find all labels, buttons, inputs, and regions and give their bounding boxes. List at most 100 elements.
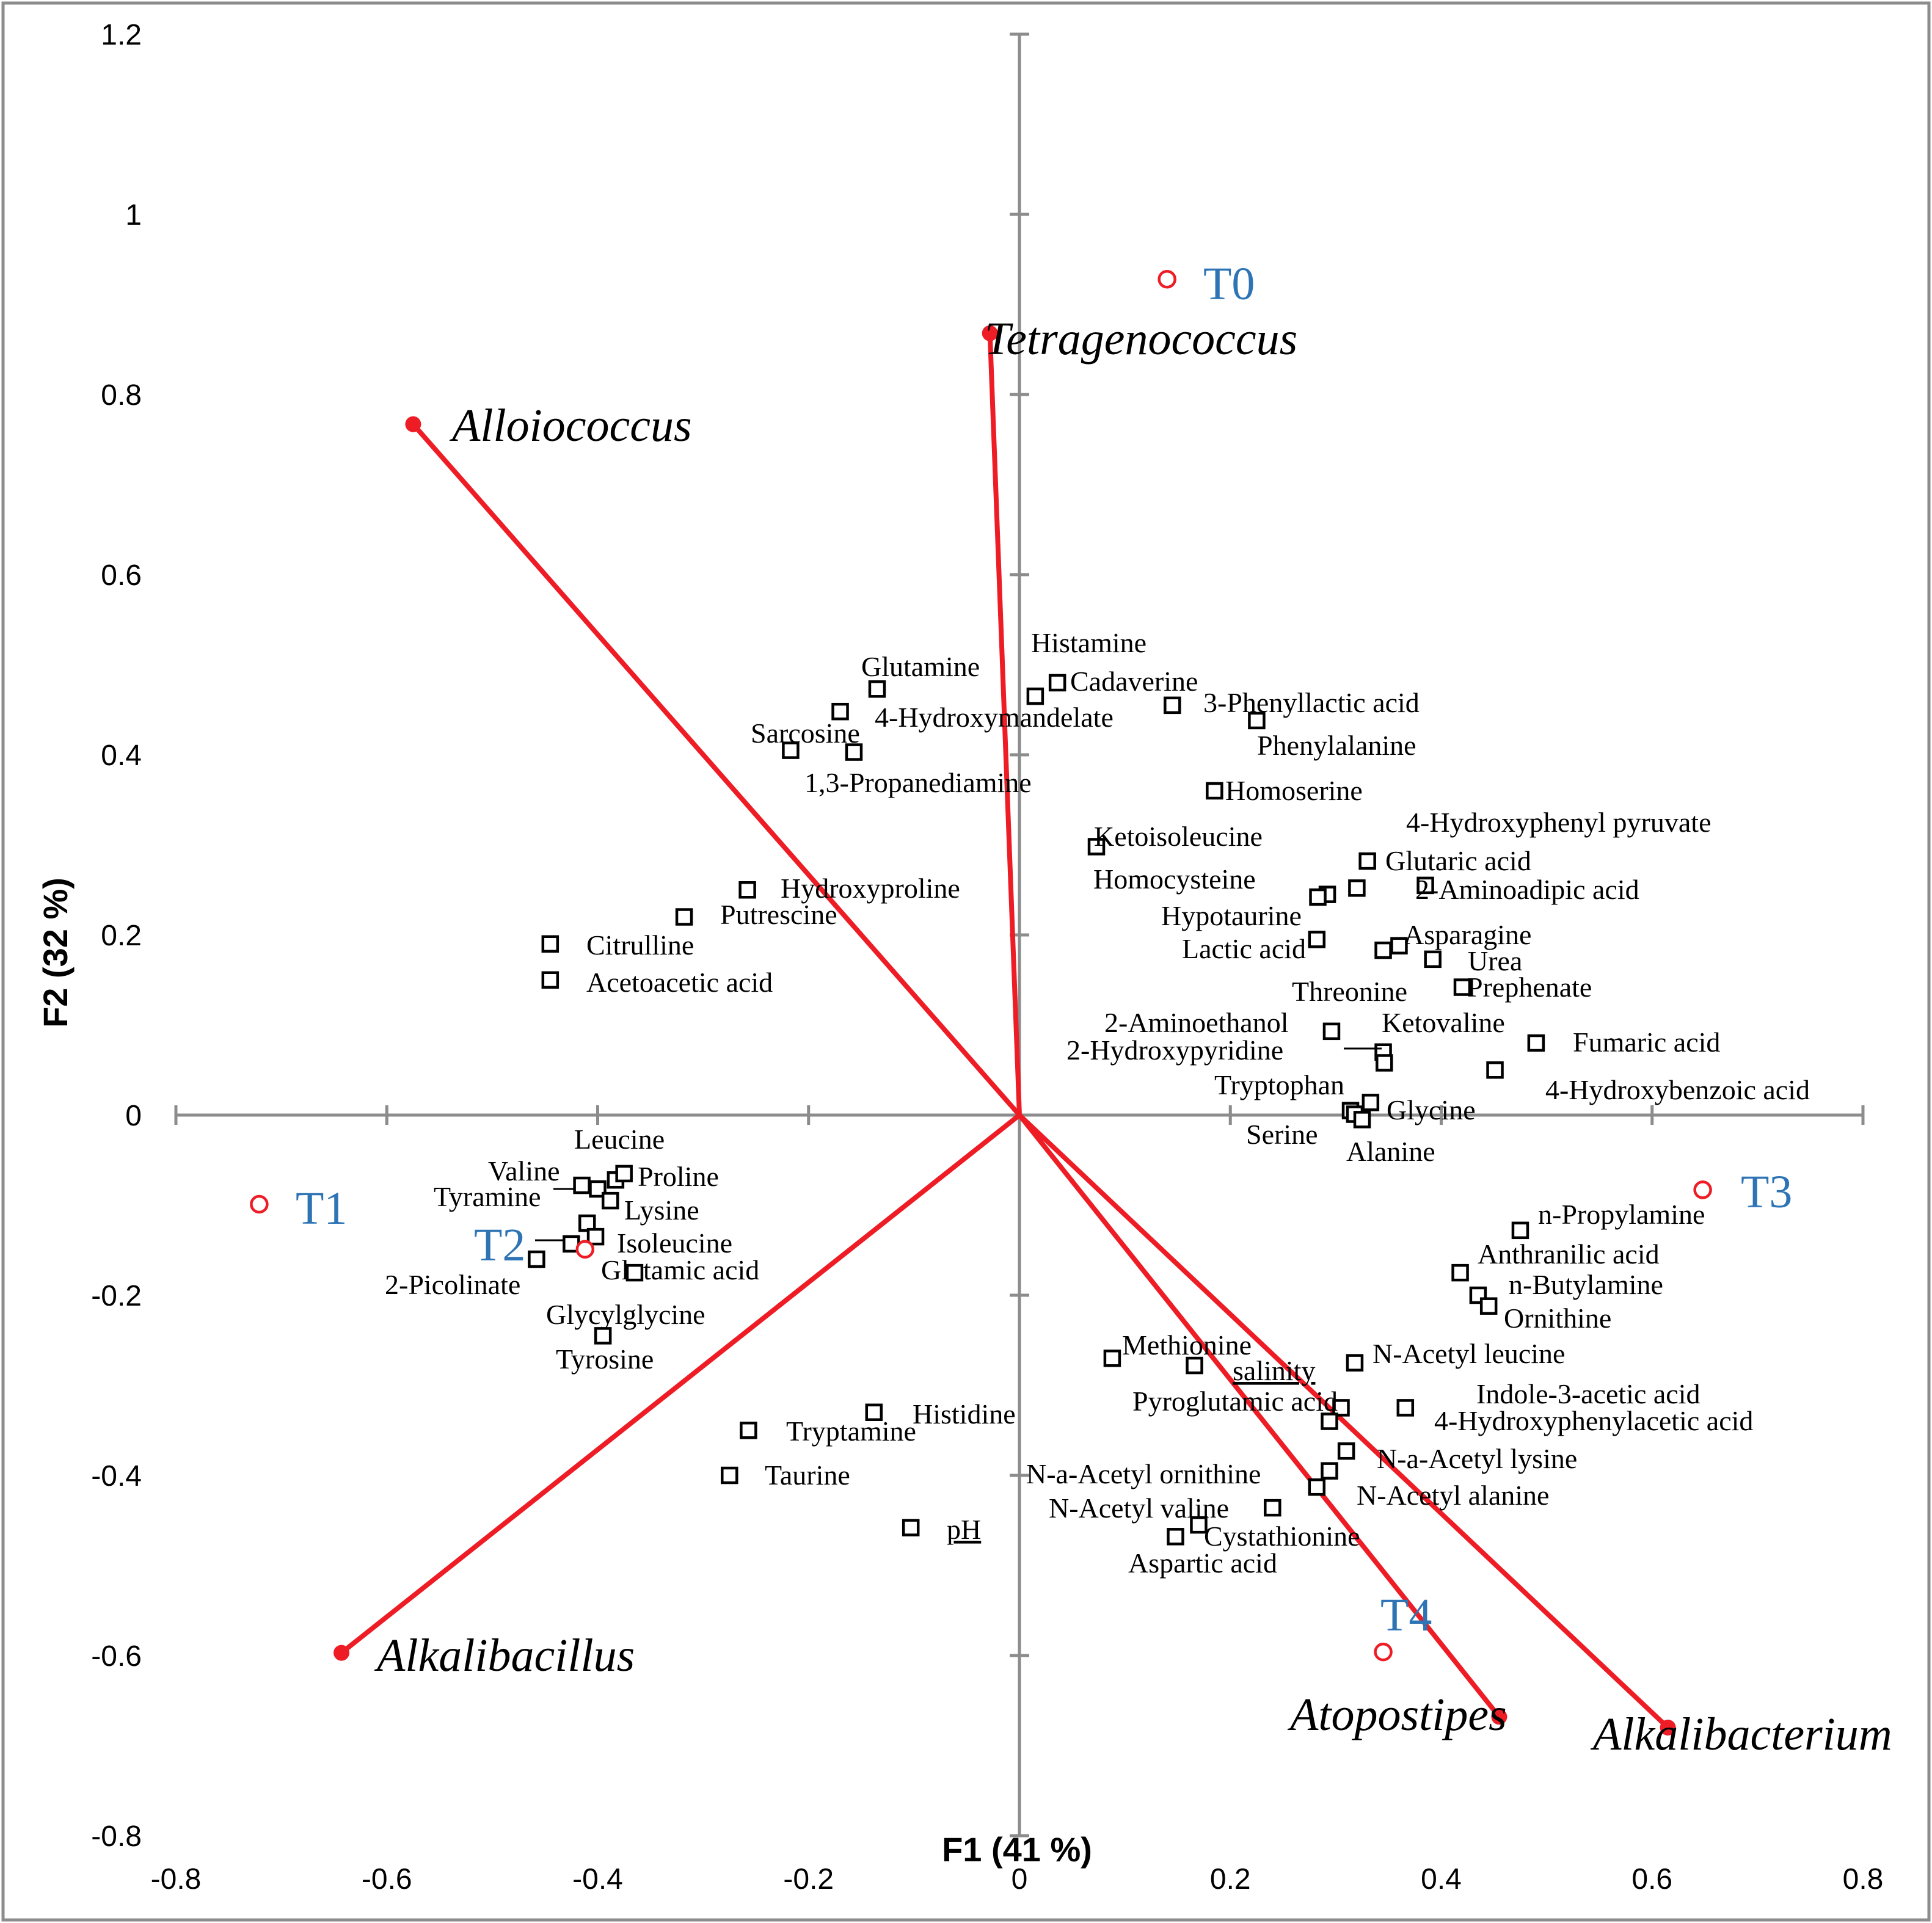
sample-marker-t2	[575, 1240, 595, 1259]
metabolite-label-4-hydroxyphenylacetic-acid: 4-Hydroxyphenylacetic acid	[1434, 1405, 1753, 1436]
sample-label-t0: T0	[1203, 258, 1255, 310]
metabolite-marker-alanine	[1353, 1111, 1371, 1129]
metabolite-marker-n-butylamine	[1469, 1286, 1487, 1304]
metabolite-marker-pyroglutamic-acid	[1332, 1399, 1350, 1417]
metabolite-marker-4-hydroxyphenyl-pyruvate	[1348, 879, 1366, 897]
metabolite-points: Histamine Cadaverine Glutamine 4-Hydroxyman…	[385, 627, 1810, 1579]
metabolite-label-fumaric-acid: Fumaric acid	[1573, 1027, 1720, 1058]
metabolite-label-citrulline: Citrulline	[586, 929, 694, 961]
metabolite-marker-hypotaurine	[1309, 888, 1327, 906]
metabolite-label-anthranilic-acid: Anthranilic acid	[1478, 1238, 1660, 1270]
axes: -0.8 -0.6 -0.4 -0.2 0 0.2 0.4 0.6 0.8 -0.8 -0.6 -0.…	[91, 19, 1883, 1896]
metabolite-marker-n-acetyl-valine	[1264, 1499, 1281, 1517]
metabolite-label-ornithine: Ornithine	[1504, 1303, 1611, 1334]
metabolite-marker-4-hydroxybenzoic-acid	[1486, 1061, 1504, 1079]
bacteria-label-alkalibacillus: Alkalibacillus	[374, 1630, 635, 1681]
x-tick-label: -0.4	[572, 1863, 623, 1896]
metabolite-marker-glutaric-acid	[1358, 852, 1376, 870]
metabolite-marker-ketoisoleucine	[1087, 838, 1106, 856]
metabolite-marker-threonine	[1453, 978, 1471, 996]
metabolite-marker-putrescine	[675, 908, 693, 926]
metabolite-marker-citrulline	[541, 935, 560, 953]
metabolite-label-tryptamine: Tryptamine	[786, 1416, 916, 1447]
metabolite-label-cadaverine: Cadaverine	[1070, 666, 1198, 697]
metabolite-label-ketoisoleucine: Ketoisoleucine	[1094, 821, 1263, 852]
metabolite-label-glutamine: Glutamine	[861, 651, 980, 682]
vector-tip-tetragenococcus	[982, 325, 998, 341]
sample-label-t2: T2	[474, 1220, 525, 1271]
x-tick-label: 0.6	[1631, 1863, 1672, 1896]
metabolite-marker-cadaverine	[1026, 687, 1044, 705]
metabolite-marker-4-hydroxyphenylacetic-acid	[1321, 1412, 1338, 1430]
metabolite-label-tyramine: Tyramine	[434, 1181, 541, 1212]
metabolite-marker-cystathionine	[1190, 1516, 1208, 1534]
metabolite-marker-aspartic-acid	[1167, 1528, 1184, 1546]
metabolite-marker-1-3-propanediamine	[845, 743, 863, 761]
vector-tetragenococcus	[987, 330, 1022, 1118]
metabolite-label-urea: Urea	[1468, 945, 1522, 976]
sample-label-t3: T3	[1741, 1166, 1792, 1218]
metabolite-label-tyrosine: Tyrosine	[556, 1343, 654, 1375]
metabolite-marker-n-acetyl-leucine	[1346, 1354, 1364, 1372]
metabolite-marker-sarcosine	[782, 741, 800, 759]
metabolite-marker-tyrosine	[594, 1327, 612, 1345]
y-tick-label: 1.2	[101, 19, 142, 51]
sample-marker-t1	[250, 1194, 269, 1214]
metabolite-marker-leucine-2	[528, 1250, 545, 1268]
metabolite-marker-n-a-acetyl-ornithine	[1321, 1462, 1338, 1480]
metabolite-label-valine: Valine	[488, 1155, 560, 1187]
sample-marker-t4	[1374, 1642, 1393, 1662]
y-tick-label: -0.8	[91, 1820, 142, 1853]
metabolite-label-putrescine: Putrescine	[720, 899, 837, 930]
vector-tip-alloiococcus	[405, 416, 421, 432]
metabolite-marker-lactic-acid	[1308, 931, 1326, 948]
vector-alloiococcus	[410, 421, 1022, 1118]
vector-atopostipes	[1017, 1113, 1502, 1720]
metabolite-label-indole-3-acetic-acid: Indole-3-acetic acid	[1476, 1378, 1701, 1409]
metabolite-label-4-hydroxymandelate: 4-Hydroxymandelate	[875, 702, 1114, 733]
metabolite-label-leucine: Leucine	[574, 1124, 665, 1155]
metabolite-marker-glutamic-acid	[586, 1227, 605, 1246]
x-tick-label: 0	[1012, 1863, 1028, 1896]
metabolite-label-sarcosine: Sarcosine	[751, 718, 860, 749]
metabolite-marker-n-propylamine	[1511, 1221, 1529, 1240]
metabolite-marker-n-a-acetyl-lysine	[1337, 1442, 1355, 1460]
y-tick-label: -0.6	[91, 1640, 142, 1673]
metabolite-marker-n-acetyl-alanine	[1308, 1478, 1326, 1496]
metabolite-label-tryptophan: Tryptophan	[1214, 1069, 1344, 1100]
metabolite-label-salinity: salinity	[1233, 1355, 1315, 1386]
metabolite-marker-tryptamine	[740, 1422, 757, 1439]
metabolite-marker-4-hydroxymandelate	[831, 702, 849, 721]
sample-label-t4: T4	[1380, 1590, 1432, 1641]
metabolite-label-lysine: Lysine	[624, 1194, 699, 1226]
metabolite-label-isoleucine: Isoleucine	[617, 1227, 732, 1259]
metabolite-label-lactic-acid: Lactic acid	[1182, 933, 1306, 964]
metabolite-marker-valine	[573, 1176, 591, 1194]
metabolite-marker-methionine	[1103, 1350, 1121, 1367]
sample-label-t1: T1	[296, 1183, 347, 1234]
metabolite-marker-phenylalanine	[1248, 711, 1266, 730]
x-tick-label: 0.2	[1210, 1863, 1251, 1896]
y-axis-title: F2 (32 %)	[36, 878, 75, 1028]
metabolite-label-taurine: Taurine	[765, 1460, 850, 1491]
sample-marker-t0	[1157, 269, 1176, 289]
metabolite-label-acetoacetic-acid: Acetoacetic acid	[586, 967, 773, 998]
metabolite-marker-2-aminoadipic-acid	[1416, 876, 1434, 895]
metabolite-label-cystathionine: Cystathionine	[1204, 1521, 1360, 1552]
metabolite-label-2-hydroxypyridine: 2-Hydroxypyridine	[1066, 1034, 1283, 1066]
metabolite-marker-tryptophan	[1362, 1094, 1380, 1111]
metabolite-marker-3-phenyllactic-acid	[1164, 696, 1181, 714]
metabolite-label-hypotaurine: Hypotaurine	[1161, 900, 1302, 931]
metabolite-label-glycine: Glycine	[1387, 1094, 1476, 1125]
vector-tip-alkalibacillus	[334, 1645, 350, 1661]
y-tick-label: 0.4	[101, 740, 142, 772]
metabolite-marker-ornithine	[1479, 1297, 1498, 1315]
metabolite-label-3-phenyllactic-acid: 3-Phenyllactic acid	[1203, 687, 1420, 718]
metabolite-marker-proline	[615, 1165, 633, 1183]
metabolite-label-histidine: Histidine	[913, 1398, 1016, 1430]
metabolite-marker-hydroxyproline	[738, 881, 756, 899]
metabolite-label-n-a-acetyl-ornithine: N-a-Acetyl ornithine	[1026, 1458, 1261, 1489]
metabolite-label-n-butylamine: n-Butylamine	[1509, 1269, 1663, 1300]
